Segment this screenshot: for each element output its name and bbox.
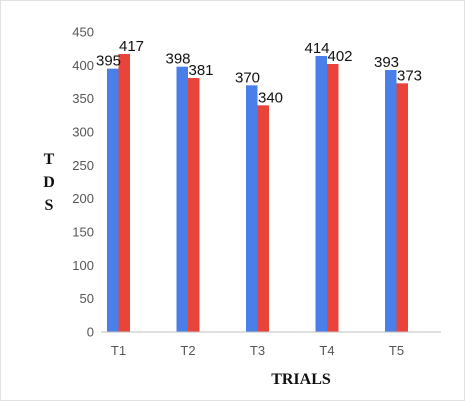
y-tick-label: 400 [72,58,94,73]
bar-series-1 [315,56,327,332]
x-axis-ticks: T1 T2 T3 T4 T5 [111,343,404,358]
y-tick-label: 300 [72,125,94,140]
y-tick-label: 200 [72,191,94,206]
bar-series [107,54,408,333]
y-axis-title-letter: S [45,197,54,214]
x-tick-label: T2 [180,343,195,358]
y-tick-label: 250 [72,158,94,173]
x-tick-label: T3 [250,343,265,358]
data-label-series-1: 398 [166,51,191,68]
data-label-series-2: 373 [397,67,422,84]
y-axis-title: TDS [43,151,55,214]
bar-series-2 [396,83,408,332]
data-label-series-2: 340 [258,89,283,106]
x-tick-label: T1 [111,343,126,358]
bar-series-1 [176,66,188,333]
data-label-series-1: 414 [305,40,330,57]
bar-series-1 [385,70,397,332]
x-tick-label: T4 [319,343,334,358]
y-tick-label: 50 [80,291,94,306]
y-tick-label: 150 [72,225,94,240]
data-label-series-2: 402 [328,48,353,65]
bar-series-1 [246,85,258,332]
y-tick-label: 100 [72,258,94,273]
data-label-series-2: 381 [189,62,214,79]
data-label-series-2: 417 [119,38,144,55]
y-axis-title-letter: T [44,151,55,168]
x-tick-label: T5 [389,343,404,358]
data-label-series-1: 393 [374,54,399,71]
bar-series-2 [188,78,200,332]
bar-series-2 [118,54,130,332]
bar-series-1 [107,68,119,333]
y-axis-ticks: 0 50 100 150 200 250 300 350 400 450 [72,25,94,340]
y-tick-label: 450 [72,25,94,40]
y-tick-label: 0 [87,325,94,340]
y-tick-label: 350 [72,91,94,106]
bar-series-2 [327,64,339,332]
x-axis-title: TRIALS [271,371,331,388]
bar-series-2 [257,105,269,332]
data-label-series-1: 370 [235,69,260,86]
data-label-series-1: 395 [96,53,121,70]
y-axis-title-letter: D [43,174,55,191]
